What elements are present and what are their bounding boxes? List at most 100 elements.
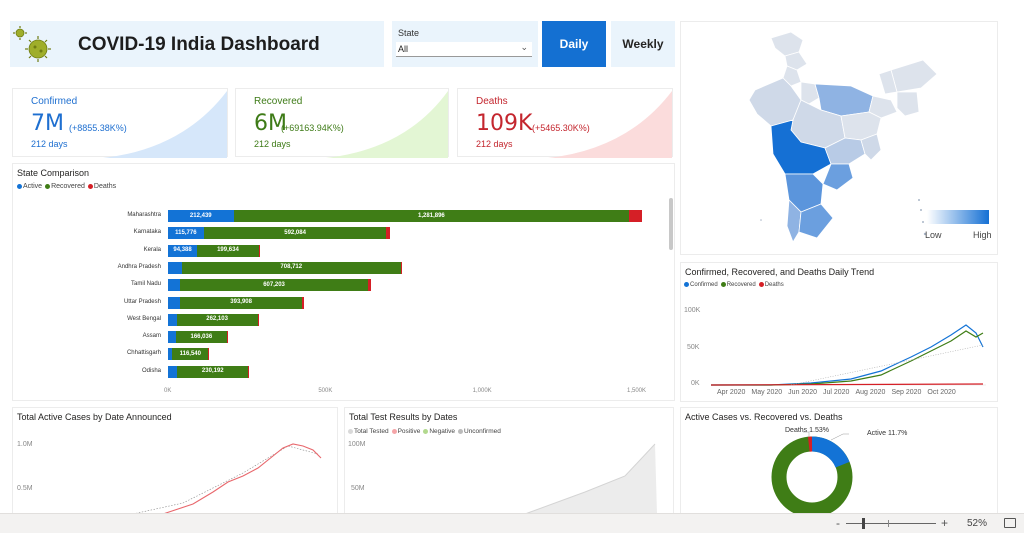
bar-category-label: Tamil Nadu (130, 281, 161, 288)
zoom-slider[interactable] (846, 523, 936, 524)
bar-segment-deaths[interactable] (367, 279, 371, 292)
chevron-down-icon: ⌄ (520, 42, 528, 52)
bar-data-label: 607,203 (263, 281, 285, 288)
bar-segment-deaths[interactable] (400, 261, 403, 274)
confirmed-days: 212 days (31, 139, 68, 149)
bar-data-label: 116,540 (179, 350, 201, 357)
bar-data-label: 592,084 (284, 229, 306, 236)
bar-segment-recovered[interactable] (180, 296, 302, 309)
bar-segment-active[interactable] (168, 348, 173, 361)
legend-negative: Negative (423, 428, 455, 435)
bar-data-label: 708,712 (280, 264, 303, 271)
bar-segment-recovered[interactable] (203, 227, 387, 240)
bar-category-label: Kerala (143, 246, 161, 253)
deaths-donut-label: Deaths 1.53% (785, 427, 829, 434)
tests-area (524, 443, 657, 515)
trend-y-50k: 50K (687, 344, 700, 351)
bar-segment-recovered[interactable] (175, 331, 227, 344)
bar-category-label: Chhattisgarh (126, 350, 161, 357)
active-by-date-visual[interactable]: Total Active Cases by Date Announced 1.0… (12, 407, 338, 527)
bar-segment-recovered[interactable] (197, 244, 259, 257)
bar-chart-area: Maharashtra 212,439 1,281,896 Karnataka 115,… (13, 164, 663, 402)
bar-segment-active[interactable] (168, 313, 177, 326)
trend-y-100k: 100K (684, 307, 701, 314)
confirmed-value: 7M (31, 111, 64, 136)
legend-active: Active (17, 183, 42, 190)
bar-segment-deaths[interactable] (386, 227, 390, 240)
state-dropdown-value: All (398, 44, 409, 54)
bar-segment-active[interactable] (168, 261, 182, 274)
bar-data-label: 212,439 (189, 212, 212, 219)
bar-segment-deaths[interactable] (208, 348, 210, 361)
zoom-in-button[interactable]: + (941, 516, 949, 530)
zoom-slider-thumb[interactable] (862, 518, 865, 529)
fit-to-page-icon[interactable] (1004, 518, 1016, 528)
india-map (748, 31, 938, 243)
bar-segment-deaths[interactable] (226, 331, 228, 344)
active-by-date-title: Total Active Cases by Date Announced (17, 412, 172, 422)
color-scale-bar (927, 210, 989, 224)
state-slicer[interactable]: State All ⌄ (392, 21, 538, 67)
bar-segment-deaths[interactable] (629, 210, 642, 222)
bar-data-label: 1,281,896 (418, 212, 445, 219)
bar-segment-active[interactable] (168, 331, 176, 344)
bar-data-label: 94,388 (173, 247, 192, 254)
bar-segment-recovered[interactable] (172, 348, 209, 361)
page-title: COVID-19 India Dashboard (78, 34, 320, 55)
bar-category-label: Uttar Pradesh (123, 298, 161, 305)
state-comparison-visual[interactable]: State Comparison Active Recovered Deaths… (12, 163, 675, 401)
daily-trend-visual[interactable]: Confirmed, Recovered, and Deaths Daily T… (680, 262, 998, 402)
trend-y-0k: 0K (691, 380, 700, 387)
daily-trend-lines (711, 324, 986, 386)
legend-positive: Positive (391, 428, 420, 435)
bar-segment-deaths[interactable] (258, 244, 260, 257)
donut-chart (771, 431, 853, 518)
active-y-1m: 1.0M (17, 441, 33, 448)
tests-visual[interactable]: Total Test Results by Dates Total Tested… (344, 407, 674, 527)
bar-data-label: 115,776 (175, 229, 197, 236)
confirmed-delta: (+8855.38K%) (69, 123, 127, 133)
bar-segment-active[interactable] (168, 210, 234, 222)
bar-segment-recovered[interactable] (233, 210, 630, 222)
legend-deaths: Deaths (87, 183, 116, 190)
india-map-visual[interactable]: Low High (680, 21, 998, 255)
bar-segment-active[interactable] (168, 227, 204, 240)
bar-segment-recovered[interactable] (180, 279, 368, 292)
state-slicer-label: State (398, 28, 420, 38)
daily-trend-legend: Confirmed Recovered Deaths (684, 282, 784, 288)
weekly-button[interactable]: Weekly (611, 21, 675, 67)
recovered-delta: (+69163.94K%) (281, 123, 344, 133)
bar-segment-recovered[interactable] (177, 365, 249, 378)
deaths-value: 109K (476, 111, 533, 136)
bar-segment-deaths[interactable] (301, 296, 304, 309)
high-label: High (973, 230, 992, 240)
bar-segment-deaths[interactable] (257, 313, 260, 326)
deaths-label: Deaths (476, 96, 508, 107)
bar-segment-recovered[interactable] (181, 261, 401, 274)
active-y-05m: 0.5M (17, 485, 33, 492)
bar-category-label: Assam (142, 333, 161, 340)
legend-recovered: Recovered (45, 183, 85, 190)
bar-segment-deaths[interactable] (248, 365, 250, 378)
confirmed-sparkline (103, 91, 227, 158)
confirmed-label: Confirmed (31, 96, 78, 107)
bar-x-tick: 1,500K (627, 388, 647, 394)
tests-y-100m: 100M (348, 441, 366, 448)
daily-button[interactable]: Daily (542, 21, 606, 67)
daily-trend-title: Confirmed, Recovered, and Deaths Daily T… (685, 267, 875, 277)
legend-total-tested: Total Tested (348, 428, 389, 435)
state-dropdown[interactable]: All ⌄ (396, 42, 532, 57)
low-label: Low (925, 230, 942, 240)
bar-segment-recovered[interactable] (176, 313, 258, 326)
bar-segment-active[interactable] (168, 365, 178, 378)
bar-category-label: Karnataka (133, 229, 161, 236)
bar-segment-active[interactable] (168, 279, 181, 292)
state-comparison-title: State Comparison (17, 168, 90, 178)
zoom-out-button[interactable]: - (836, 516, 840, 530)
bar-segment-active[interactable] (168, 296, 181, 309)
scrollbar[interactable] (669, 198, 673, 250)
status-bar: - + 52% (0, 513, 1024, 533)
bar-segment-active[interactable] (168, 244, 198, 257)
bar-category-label: Odisha (141, 367, 161, 374)
donut-visual[interactable]: Active Cases vs. Recovered vs. Deaths De… (680, 407, 998, 527)
